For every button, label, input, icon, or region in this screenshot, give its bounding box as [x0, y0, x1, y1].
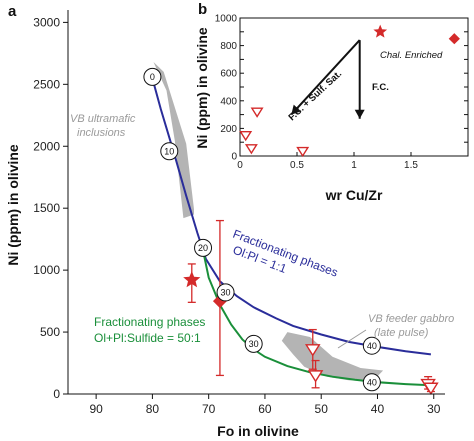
- triangle-marker-5: [423, 382, 439, 395]
- a-x-axis-label: Fo in olivine: [217, 423, 299, 439]
- b-points: [239, 24, 460, 158]
- curve-marker-label-5: 40: [367, 341, 377, 351]
- panel-a-label: a: [8, 3, 17, 20]
- b-y-tick-label-6: 600: [220, 69, 237, 80]
- curve-marker-label-1: 10: [164, 147, 174, 157]
- gabbro-leader-line: [337, 329, 367, 349]
- ultramafic-label-line2: inclusions: [77, 127, 126, 139]
- curve-marker-circle-4: [244, 334, 263, 353]
- b-y-tick-label-8: 800: [220, 41, 237, 52]
- curve-marker-label-4: 30: [249, 339, 259, 349]
- a-y-tick-label-6: 3000: [33, 15, 60, 29]
- triangle-marker-2: [305, 344, 321, 357]
- a-x-tick-label-4: 50: [315, 402, 329, 416]
- a-x-tick-label-5: 40: [371, 402, 385, 416]
- b-y-ticks: 0 200 400 600 800 1000: [215, 14, 468, 163]
- b-y-tick-label-4: 400: [220, 96, 237, 107]
- curve-marker-circle-1: [160, 142, 179, 161]
- a-y-tick-label-4: 2000: [33, 139, 60, 153]
- a-y-tick-label-1: 500: [40, 325, 60, 339]
- b-y-tick-label-0: 0: [231, 152, 237, 163]
- triangle-marker-2: [250, 107, 264, 118]
- panel-b-background: [194, 0, 474, 216]
- green-curve-label-line2: Ol+Pl:Sulfide = 50:1: [94, 331, 201, 345]
- b-y-tick-label-10: 1000: [215, 14, 238, 25]
- a-points: [183, 219, 439, 395]
- region-ultramafic: [153, 62, 195, 219]
- ultramafic-label-line1: VB ultramafic: [70, 113, 136, 125]
- b-x-ticks: 0 0.5 1 1.5: [237, 152, 418, 171]
- a-x-tick-label-1: 80: [146, 402, 160, 416]
- a-y-tick-label-2: 1000: [33, 263, 60, 277]
- triangle-marker-4: [244, 144, 258, 155]
- b-x-tick-label-3: 1.5: [404, 160, 418, 171]
- b-x-tick-label-1: 0.5: [290, 160, 304, 171]
- gabbro-label-line1: VB feeder gabbro: [368, 313, 454, 325]
- chal-enriched-label: Chal. Enriched: [380, 50, 443, 61]
- curve-marker-circle-0: [143, 67, 162, 86]
- star-marker-0: [183, 271, 201, 288]
- diamond-marker-1: [448, 33, 460, 45]
- b-arrows: [290, 39, 365, 119]
- fc-arrow-label: F.C.: [372, 82, 389, 93]
- a-y-tick-label-3: 1500: [33, 201, 60, 215]
- a-x-tick-label-2: 70: [202, 402, 216, 416]
- a-y-axis-label: Ni (ppm) in olivine: [5, 144, 21, 266]
- b-y-tick-label-2: 200: [220, 124, 237, 135]
- b-arrow-head-1: [354, 109, 365, 119]
- a-x-tick-label-6: 30: [427, 402, 441, 416]
- star-marker-0: [373, 24, 388, 38]
- curve-marker-label-6: 40: [367, 378, 377, 388]
- curve-marker-circle-5: [362, 336, 381, 355]
- a-y-ticks: 0 500 1000 1500 2000 2500 3000: [33, 15, 68, 401]
- b-arrow-shaft-0: [290, 39, 361, 116]
- a-x-ticks: 90 80 70 60 50 40 30: [89, 394, 441, 416]
- b-y-axis-label: Ni (ppm) in olivine: [194, 27, 210, 149]
- b-arrow-head-0: [291, 104, 302, 115]
- triangle-marker-3: [239, 130, 253, 142]
- a-x-tick-label-3: 60: [258, 402, 272, 416]
- triangle-marker-3: [307, 370, 324, 383]
- b-x-tick-label-0: 0: [237, 160, 243, 171]
- panel-b-label: b: [198, 1, 207, 18]
- a-y-tick-label-0: 0: [53, 387, 60, 401]
- curve-marker-circle-6: [362, 373, 381, 392]
- gabbro-label-line2: (late pulse): [374, 327, 429, 339]
- curve-marker-circle-3: [216, 283, 235, 302]
- green-curve-label-line1: Fractionating phases: [94, 315, 205, 329]
- b-x-axis-label: wr Cu/Zr: [325, 187, 383, 203]
- a-y-tick-label-5: 2500: [33, 77, 60, 91]
- curve-marker-label-2: 20: [198, 243, 208, 253]
- curve-marker-circle-2: [194, 238, 213, 257]
- curve-marker-label-0: 0: [150, 72, 155, 82]
- a-x-tick-label-0: 90: [89, 402, 103, 416]
- triangle-marker-5: [296, 146, 310, 158]
- b-x-tick-label-2: 1: [351, 160, 357, 171]
- curve-marker-label-3: 30: [221, 288, 231, 298]
